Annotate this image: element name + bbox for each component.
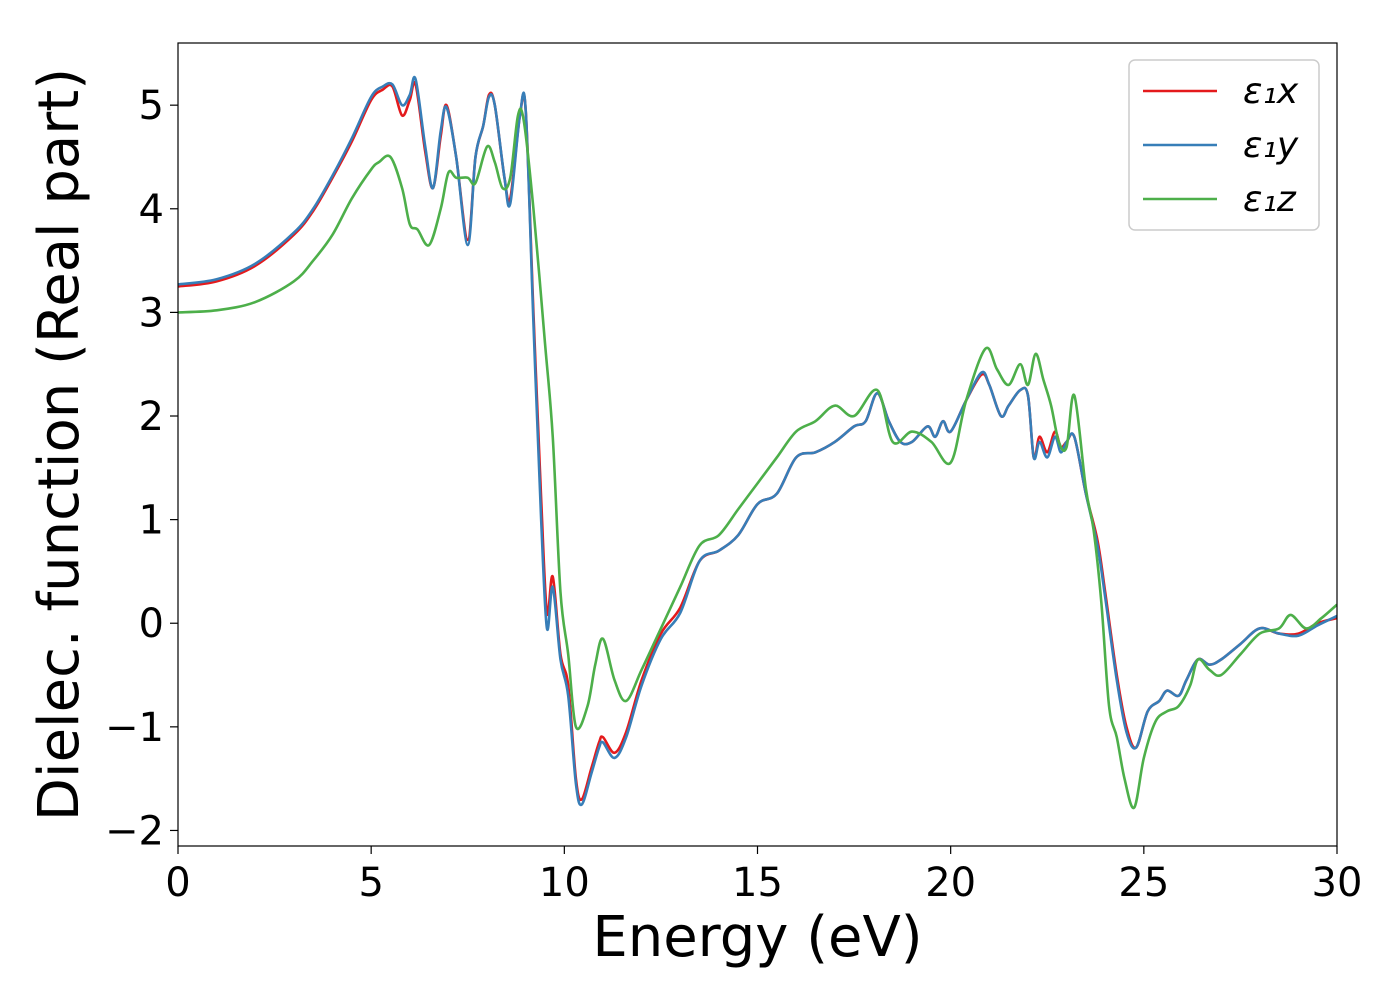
- y-tick-label: 2: [139, 394, 164, 440]
- y-tick-label: −1: [105, 705, 164, 751]
- x-axis-label: Energy (eV): [592, 905, 922, 970]
- legend-box: [1128, 59, 1320, 231]
- x-axis-ticks: 0 5 10 15 20 25 30: [165, 846, 1362, 906]
- y-tick-label: 3: [139, 290, 164, 336]
- series-layer: [178, 75, 1337, 810]
- x-tick-label: 5: [358, 860, 383, 906]
- x-tick-label: 20: [925, 860, 976, 906]
- y-tick-label: −2: [105, 808, 164, 854]
- series-line-3: [178, 107, 1337, 810]
- y-tick-label: 5: [139, 83, 164, 129]
- y-tick-label: 1: [139, 498, 164, 544]
- x-tick-label: 15: [732, 860, 783, 906]
- legend-label-3: ε₁z: [1243, 179, 1297, 220]
- series-line-2: [178, 75, 1337, 807]
- legend: ε₁x ε₁y ε₁z: [1128, 59, 1320, 231]
- y-tick-label: 4: [139, 187, 164, 233]
- x-tick-label: 10: [539, 860, 590, 906]
- x-tick-label: 30: [1312, 860, 1363, 906]
- y-axis-ticks: −2 −1 0 1 2 3 4 5: [105, 83, 178, 854]
- x-tick-label: 25: [1118, 860, 1169, 906]
- legend-label-2: ε₁y: [1243, 125, 1299, 166]
- legend-label-1: ε₁x: [1243, 71, 1299, 112]
- x-tick-label: 0: [165, 860, 190, 906]
- y-axis-label: Dielec. function (Real part): [27, 68, 92, 821]
- y-tick-label: 0: [139, 601, 164, 647]
